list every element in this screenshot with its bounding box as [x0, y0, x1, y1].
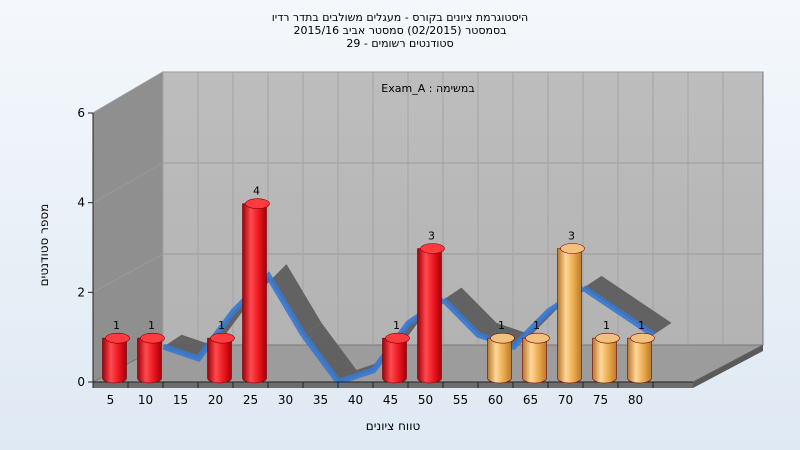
x-tick-label: 75: [593, 393, 608, 407]
y-axis: 0 2 4 6: [77, 106, 94, 389]
bar: [207, 332, 235, 384]
title-line-2: בסמסטר (02/2015) סמסטר אביב 2015/16: [293, 24, 506, 37]
bar-value-label: 1: [533, 319, 540, 332]
x-tick-label: 10: [138, 393, 153, 407]
bar: [137, 332, 165, 384]
x-tick-label: 35: [313, 393, 328, 407]
x-tick-label: 15: [173, 393, 188, 407]
x-tick-label: 25: [243, 393, 258, 407]
bar-value-label: 1: [498, 319, 505, 332]
bar-value-label: 3: [568, 230, 575, 243]
floor-right-edge: [693, 345, 763, 388]
title-line-3: סטודנטים רשומים - 29: [346, 37, 453, 50]
y-tick-label: 6: [77, 106, 85, 120]
y-tick-label: 4: [77, 196, 85, 210]
bar: [592, 332, 620, 384]
bar-value-label: 4: [253, 185, 260, 198]
ribbon-segment: [303, 287, 462, 382]
chart-title: היסטוגרמת ציונים בקורס - מעגלים משולבים …: [272, 11, 528, 50]
x-tick-label: 45: [383, 393, 398, 407]
x-tick-label: 60: [488, 393, 503, 407]
floor-front-edge: [93, 382, 693, 388]
legend-label: Exam_A : במשימה: [381, 82, 474, 95]
x-tick-label: 20: [208, 393, 223, 407]
bar-value-label: 1: [113, 319, 120, 332]
y-axis-title: מספר סטודנטים: [37, 204, 51, 287]
x-axis-title: טווח ציונים: [366, 419, 421, 433]
title-line-1: היסטוגרמת ציונים בקורס - מעגלים משולבים …: [272, 11, 528, 24]
x-tick-label: 70: [558, 393, 573, 407]
x-axis: 5 10 15 20 25 30 35 40 45 50 55 60 65 70 75 80: [92, 381, 693, 407]
bar: [557, 243, 585, 384]
x-tick-label: 30: [278, 393, 293, 407]
y-tick-label: 0: [77, 375, 85, 389]
gridlines: [92, 71, 763, 345]
y-tick-label: 2: [77, 285, 85, 299]
bar-data-labels: 1 1 1 4 1 3 1 1 3 1 1: [113, 185, 645, 332]
x-tick-label: 65: [523, 393, 538, 407]
ribbon-edge: [162, 271, 307, 362]
bar: [382, 332, 410, 384]
x-tick-label: 5: [107, 393, 115, 407]
ribbon-edge: [581, 285, 656, 338]
bars: [102, 198, 655, 384]
bar-value-label: 1: [218, 319, 225, 332]
bar: [487, 332, 515, 384]
bar: [522, 332, 550, 384]
bar-value-label: 1: [638, 319, 645, 332]
bar-value-label: 1: [148, 319, 155, 332]
x-tick-label: 80: [628, 393, 643, 407]
ribbon-segment: [583, 275, 672, 335]
bar: [102, 332, 130, 384]
bar: [417, 243, 445, 384]
bar: [627, 332, 655, 384]
bar-value-label: 3: [428, 230, 435, 243]
bar: [242, 198, 270, 384]
x-tick-label: 40: [348, 393, 363, 407]
x-tick-label: 55: [453, 393, 468, 407]
bar-value-label: 1: [603, 319, 610, 332]
x-tick-label: 50: [418, 393, 433, 407]
bar-value-label: 1: [393, 319, 400, 332]
ribbon-segment: [443, 275, 602, 347]
